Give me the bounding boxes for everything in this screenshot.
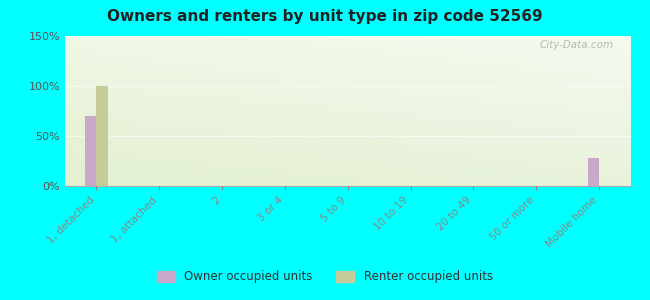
Bar (85, 116, 96, 186)
Text: City-Data.com: City-Data.com (540, 40, 614, 50)
Legend: Owner occupied units, Renter occupied units: Owner occupied units, Renter occupied un… (153, 266, 497, 288)
Text: Owners and renters by unit type in zip code 52569: Owners and renters by unit type in zip c… (107, 9, 543, 24)
Bar (96, 86, 108, 186)
Bar (588, 158, 599, 186)
